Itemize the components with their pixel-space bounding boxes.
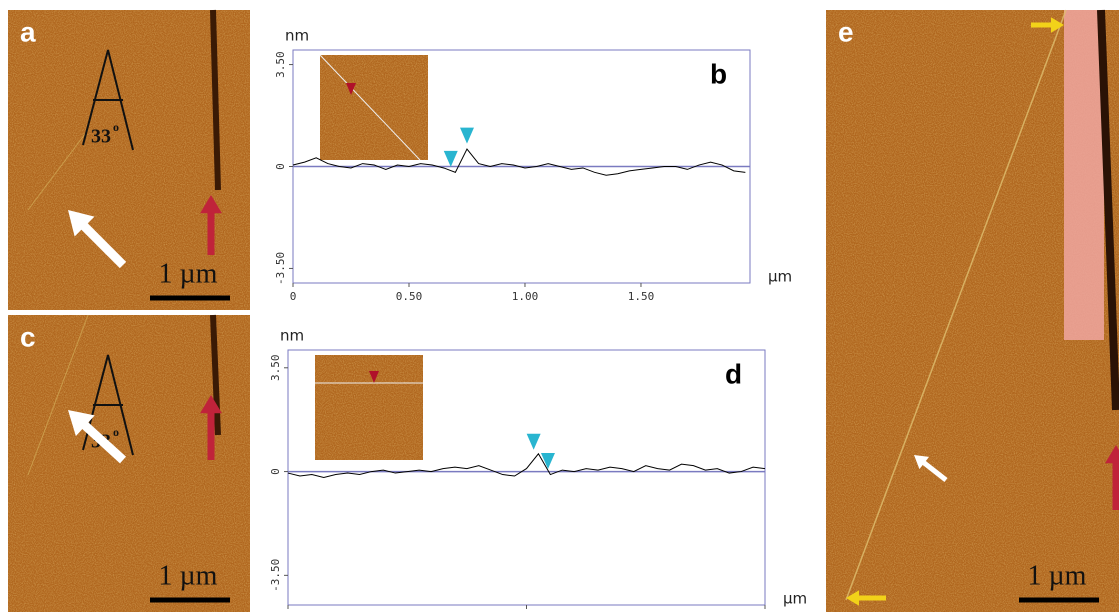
peak-marker (459, 127, 474, 144)
scale-bar-label: 1 µm (159, 258, 218, 289)
x-axis-unit: µm (768, 268, 792, 286)
peak-marker (526, 433, 541, 450)
y-tick-label: -3.50 (274, 252, 287, 285)
inset-marker (369, 371, 379, 383)
angle-mark (82, 49, 134, 151)
afm-texture (8, 10, 250, 310)
tip-edge (210, 9, 221, 191)
scale-bar-label: 1 µm (1028, 560, 1087, 591)
x-tick-label: 1.50 (628, 290, 655, 303)
x-axis-unit: µm (783, 590, 807, 608)
inset-marker (346, 83, 356, 95)
arrow-head (846, 590, 859, 606)
tip-edge (1097, 9, 1119, 411)
arrow-head (1105, 445, 1119, 464)
x-tick-label: 0.50 (396, 290, 423, 303)
peak-marker (443, 150, 458, 167)
fibril (845, 9, 1067, 601)
arrow-shaft (78, 419, 127, 464)
inset-texture (320, 55, 428, 160)
tip-edge (210, 314, 221, 436)
scale-bar-label: 1 µm (159, 560, 218, 591)
tip-edge (1064, 10, 1104, 340)
arrow-head (914, 455, 930, 470)
arrow-shaft (920, 459, 948, 482)
fibril (27, 314, 89, 476)
angle-label: 33 (91, 126, 111, 148)
fibril (27, 129, 89, 211)
y-tick-label: 0 (269, 468, 282, 475)
afm-texture (8, 315, 250, 612)
arrow-head (200, 395, 222, 414)
arrow-head (68, 210, 95, 237)
panel-label: d (725, 358, 742, 389)
inset-scan-line (319, 54, 421, 161)
panel-label: c (20, 321, 36, 352)
y-axis-unit: nm (285, 27, 309, 45)
y-tick-label: -3.50 (269, 559, 282, 592)
arrow-head (1051, 17, 1064, 33)
inset-texture (315, 355, 423, 460)
y-tick-label: 0 (274, 163, 287, 170)
x-tick-label: 0 (290, 290, 297, 303)
arrow-head (68, 410, 95, 437)
arrow-shaft (78, 220, 127, 269)
y-tick-label: 3.50 (269, 355, 282, 382)
panel-label: a (20, 16, 36, 47)
panel-label: b (710, 58, 727, 89)
angle-unit: o (113, 425, 119, 439)
panel-label: e (838, 16, 854, 47)
profile-line (287, 452, 766, 479)
x-tick-label: 1.00 (512, 290, 539, 303)
arrow-head (200, 195, 222, 214)
y-axis-unit: nm (280, 327, 304, 345)
y-tick-label: 3.50 (274, 51, 287, 78)
peak-marker (540, 453, 555, 470)
profile-line (292, 148, 746, 176)
angle-unit: o (113, 120, 119, 134)
